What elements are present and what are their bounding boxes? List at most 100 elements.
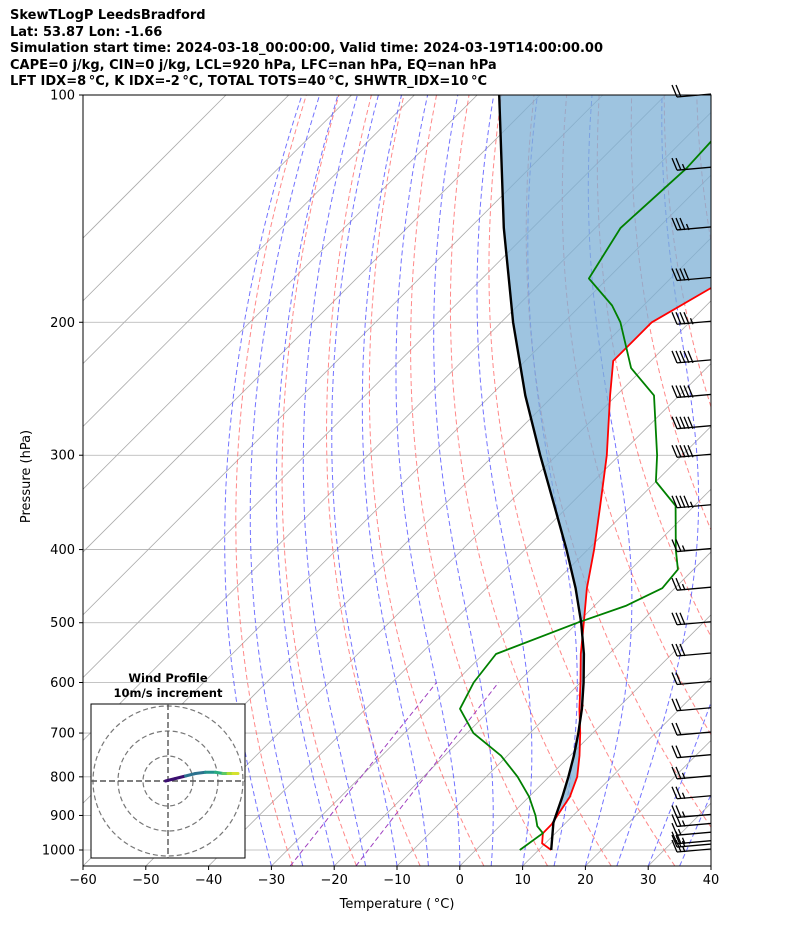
moist-adiabat xyxy=(647,700,711,866)
y-tick-label: 800 xyxy=(50,770,75,785)
dry-adiabat xyxy=(281,95,357,866)
moist-adiabat xyxy=(395,95,461,866)
moist-adiabat xyxy=(249,95,321,866)
isotherm-line xyxy=(145,300,711,866)
moist-adiabat xyxy=(361,95,429,866)
wind-barb xyxy=(671,805,712,819)
dry-adiabat xyxy=(596,95,711,638)
wind-barb xyxy=(671,839,712,853)
location-line: Lat: 53.87 Lon: -1.66 xyxy=(10,24,163,40)
moist-adiabat xyxy=(710,864,711,866)
x-tick-label: −10 xyxy=(383,873,410,888)
time-line: Simulation start time: 2024-03-18_00:00:… xyxy=(10,41,603,56)
dry-adiabat xyxy=(729,95,794,866)
isotherm-line xyxy=(459,614,711,866)
isotherm-line xyxy=(333,488,711,866)
x-tick-label: −50 xyxy=(132,873,159,888)
hodograph-segment xyxy=(164,777,177,783)
x-tick-label: −20 xyxy=(320,873,347,888)
wind-barb xyxy=(671,350,712,364)
hodograph-segment xyxy=(194,770,207,775)
isotherm-line xyxy=(710,865,711,866)
dewpoint-profile-line xyxy=(459,140,711,851)
wind-barb xyxy=(671,539,712,553)
wind-barb xyxy=(671,217,712,231)
wind-barb xyxy=(671,157,712,171)
plot-area xyxy=(83,95,794,866)
wind-barb xyxy=(671,672,712,686)
wind-barb xyxy=(671,416,712,430)
x-axis-label: Temperature ( °C) xyxy=(339,897,455,912)
y-tick-label: 700 xyxy=(50,727,75,742)
x-tick-label: 40 xyxy=(703,873,720,888)
dry-adiabat xyxy=(488,95,676,866)
isotherm-line xyxy=(83,95,604,616)
x-tick-label: −30 xyxy=(258,873,285,888)
dry-adiabat xyxy=(762,95,794,866)
y-tick-label: 900 xyxy=(50,809,75,824)
wind-barb xyxy=(671,495,712,509)
wind-barbs xyxy=(671,84,712,853)
isotherm-line xyxy=(774,95,794,866)
dry-adiabat xyxy=(235,95,307,866)
wind-barb xyxy=(671,834,712,848)
isotherm-line xyxy=(83,95,290,302)
x-tick-label: 10 xyxy=(514,873,531,888)
mixing-ratio-line xyxy=(289,682,437,866)
x-tick-label: −60 xyxy=(69,873,96,888)
hodograph-subtitle: 10m/s increment xyxy=(114,686,223,700)
wind-barb xyxy=(671,786,712,800)
x-tick-label: −40 xyxy=(195,873,222,888)
wind-barb xyxy=(671,577,712,591)
x-tick-label: 30 xyxy=(640,873,657,888)
hodograph-segment xyxy=(174,774,187,780)
y-tick-label: 200 xyxy=(50,316,75,331)
wind-barb xyxy=(671,612,712,626)
isotherm-line xyxy=(83,95,415,427)
dry-adiabat xyxy=(449,95,612,866)
wind-barb xyxy=(671,385,712,399)
cin-shaded-region xyxy=(499,95,711,823)
wind-barb xyxy=(671,268,712,282)
y-axis-label: Pressure (hPa) xyxy=(19,430,34,523)
y-tick-label: 600 xyxy=(50,676,75,691)
isotherm-line xyxy=(83,95,352,365)
moist-adiabat xyxy=(275,95,339,866)
chart-title: SkewTLogP LeedsBradford xyxy=(10,8,206,23)
y-tick-label: 300 xyxy=(50,449,75,464)
moist-adiabat xyxy=(616,95,700,866)
moist-adiabat xyxy=(331,95,398,866)
x-tick-label: 0 xyxy=(456,873,464,888)
temperature-profile-line xyxy=(541,286,711,851)
indices-line: LFT IDX=8 °C, K IDX=-2 °C, TOTAL TOTS=40… xyxy=(10,74,488,89)
moist-adiabat xyxy=(302,95,367,866)
wind-barb xyxy=(671,643,712,657)
chart-header: SkewTLogP LeedsBradford Lat: 53.87 Lon: … xyxy=(10,8,780,91)
wind-barb xyxy=(671,444,712,458)
isotherm-line xyxy=(522,677,711,866)
moist-adiabat xyxy=(476,95,533,866)
y-tick-label: 500 xyxy=(50,616,75,631)
wind-barb xyxy=(671,722,712,736)
hodograph-segment xyxy=(184,772,197,778)
isotherm-line xyxy=(83,95,227,239)
isotherm-line xyxy=(271,425,711,866)
wind-barb xyxy=(671,766,712,780)
mixing-ratio-line xyxy=(355,682,499,866)
dry-adiabat xyxy=(368,95,485,866)
y-tick-label: 400 xyxy=(50,543,75,558)
wind-barb xyxy=(671,312,712,325)
y-tick-label: 1000 xyxy=(42,844,75,859)
parcel-profile-line xyxy=(498,95,586,851)
wind-barb xyxy=(671,822,712,836)
wind-barb xyxy=(671,698,712,712)
x-tick-label: 20 xyxy=(577,873,594,888)
y-tick-label: 100 xyxy=(50,89,75,104)
parcel-line: CAPE=0 j/kg, CIN=0 j/kg, LCL=920 hPa, LF… xyxy=(10,57,497,73)
isotherm-line xyxy=(83,95,541,553)
isotherm-line xyxy=(83,95,478,490)
moist-adiabat xyxy=(679,793,711,866)
hodograph-title: Wind Profile xyxy=(128,671,208,685)
